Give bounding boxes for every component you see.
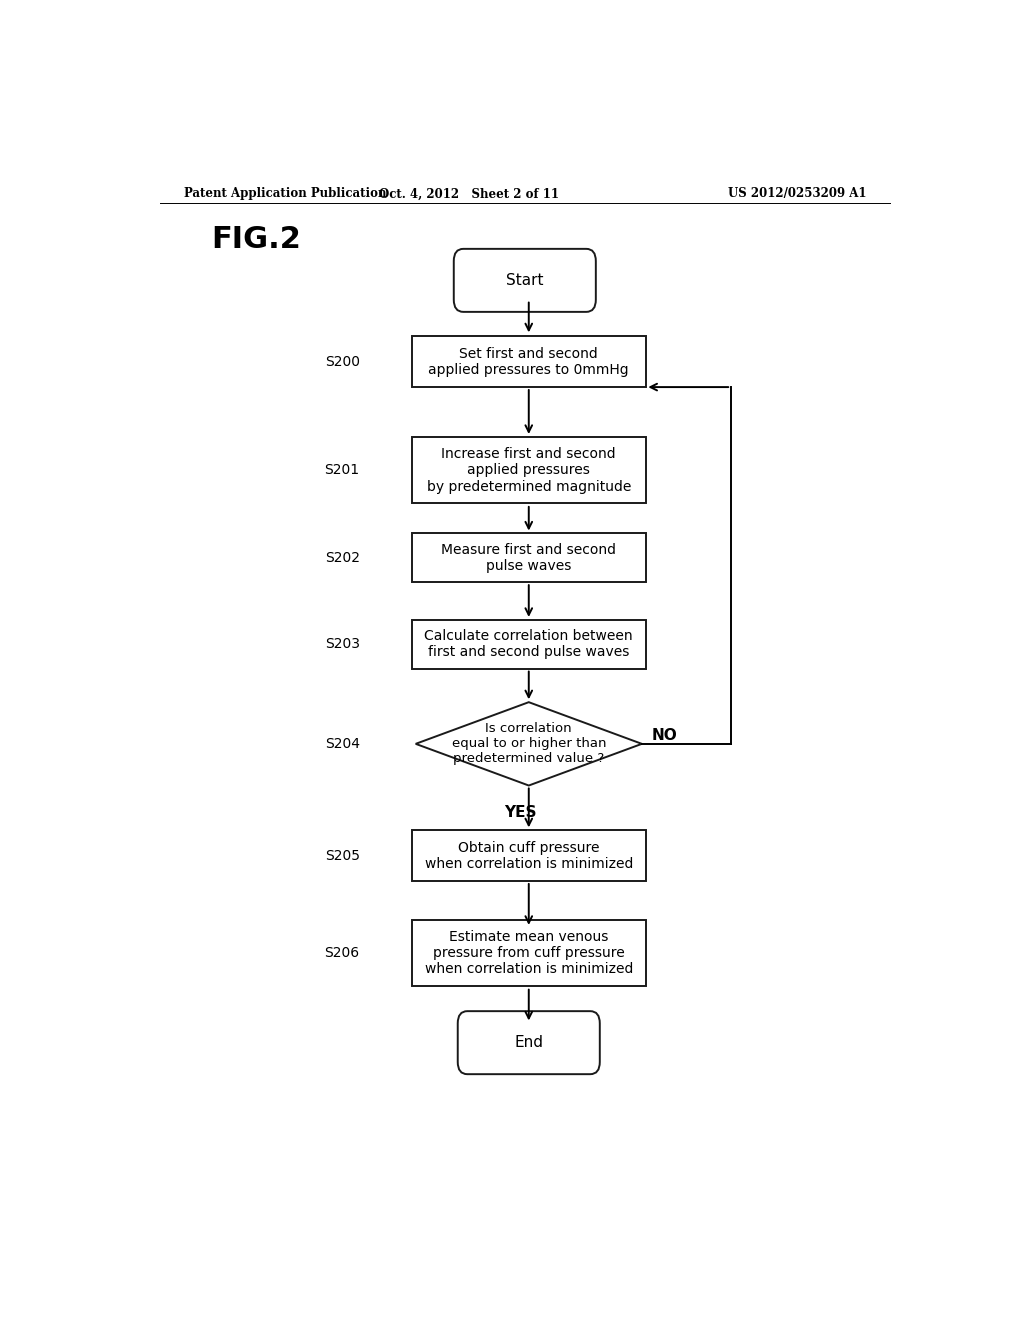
Text: NO: NO [652, 729, 678, 743]
Text: YES: YES [505, 805, 537, 821]
Polygon shape [416, 702, 642, 785]
FancyBboxPatch shape [412, 830, 646, 880]
Text: FIG.2: FIG.2 [211, 226, 301, 255]
Text: S206: S206 [325, 946, 359, 960]
FancyBboxPatch shape [412, 620, 646, 669]
FancyBboxPatch shape [412, 337, 646, 387]
Text: US 2012/0253209 A1: US 2012/0253209 A1 [727, 187, 866, 201]
Text: Start: Start [506, 273, 544, 288]
FancyBboxPatch shape [454, 249, 596, 312]
Text: Calculate correlation between
first and second pulse waves: Calculate correlation between first and … [425, 630, 633, 659]
Text: S201: S201 [325, 463, 359, 478]
FancyBboxPatch shape [412, 920, 646, 986]
Text: Oct. 4, 2012   Sheet 2 of 11: Oct. 4, 2012 Sheet 2 of 11 [379, 187, 559, 201]
Text: S204: S204 [325, 737, 359, 751]
Text: Obtain cuff pressure
when correlation is minimized: Obtain cuff pressure when correlation is… [425, 841, 633, 871]
Text: S200: S200 [325, 355, 359, 368]
FancyBboxPatch shape [412, 437, 646, 503]
Text: Is correlation
equal to or higher than
predetermined value ?: Is correlation equal to or higher than p… [452, 722, 606, 766]
Text: S205: S205 [325, 849, 359, 863]
FancyBboxPatch shape [458, 1011, 600, 1074]
Text: Estimate mean venous
pressure from cuff pressure
when correlation is minimized: Estimate mean venous pressure from cuff … [425, 931, 633, 977]
Text: End: End [514, 1035, 544, 1051]
Text: Set first and second
applied pressures to 0mmHg: Set first and second applied pressures t… [428, 347, 629, 376]
FancyBboxPatch shape [412, 533, 646, 582]
Text: Patent Application Publication: Patent Application Publication [183, 187, 386, 201]
Text: Increase first and second
applied pressures
by predetermined magnitude: Increase first and second applied pressu… [427, 447, 631, 494]
Text: Measure first and second
pulse waves: Measure first and second pulse waves [441, 543, 616, 573]
Text: S202: S202 [325, 550, 359, 565]
Text: S203: S203 [325, 638, 359, 651]
